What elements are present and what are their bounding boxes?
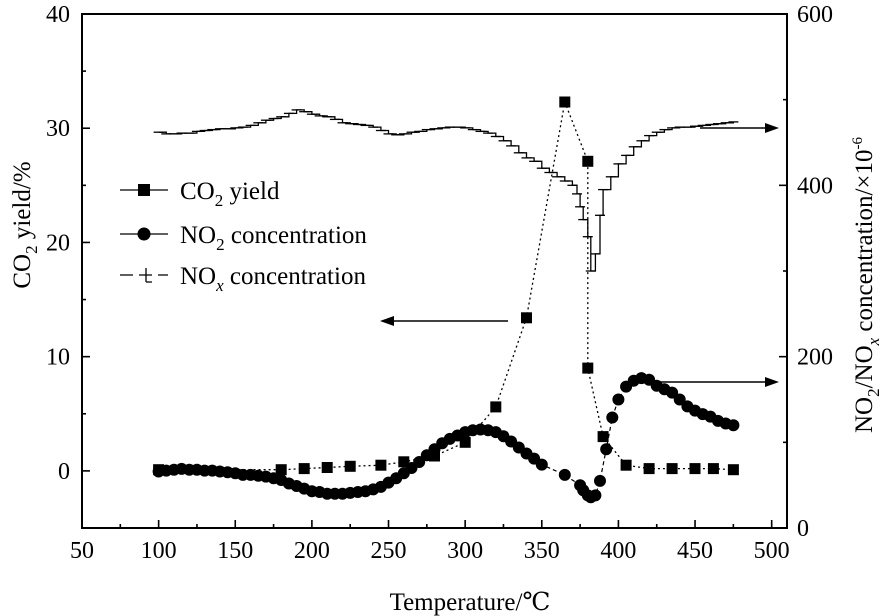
no2-concentration-point xyxy=(606,411,619,424)
y-left-tick-label: 10 xyxy=(46,345,70,371)
x-tick-label: 350 xyxy=(524,538,560,564)
no2-concentration-point xyxy=(612,393,625,406)
legend-circle-marker xyxy=(137,227,151,241)
x-axis-label: Temperature/℃ xyxy=(390,589,551,616)
co2-yield-point xyxy=(559,96,571,108)
co2-yield-point xyxy=(344,460,356,472)
co2-yield-point xyxy=(643,463,655,475)
arrow-co2-to-left-axis xyxy=(380,316,508,326)
co2-yield-point xyxy=(429,450,440,462)
x-tick-label: 500 xyxy=(754,538,790,564)
co2-yield-point xyxy=(597,431,609,443)
legend-label-no2-concentration: NO2 concentration xyxy=(180,222,367,254)
co2-yield-point xyxy=(321,462,333,473)
x-tick-label: 300 xyxy=(447,538,483,564)
no2-concentration-point xyxy=(600,443,613,456)
plot-markers xyxy=(152,96,740,504)
x-tick-label: 200 xyxy=(294,538,330,564)
legend-step-marker xyxy=(120,268,168,283)
y-right-tick-label: 600 xyxy=(797,2,833,28)
y-axis-left-label: CO2 yield/% xyxy=(9,161,41,288)
y-left-tick-label: 30 xyxy=(46,116,70,142)
arrow-nox-to-right-axis xyxy=(700,123,779,133)
arrow-no2-to-right-axis xyxy=(640,377,779,387)
no2-concentration-point xyxy=(673,393,686,406)
legend-item-no2-concentration: NO2 concentration xyxy=(120,222,367,254)
co2-yield-point xyxy=(490,401,502,413)
no2-concentration-point xyxy=(594,474,606,487)
y-left-tick-label: 40 xyxy=(46,2,70,28)
co2-yield-point xyxy=(459,436,471,448)
co2-yield-point xyxy=(521,312,532,324)
co2-yield-point xyxy=(707,463,719,475)
co2-yield-point xyxy=(582,155,594,167)
co2-yield-point xyxy=(582,362,594,374)
legend: CO2 yield NO2 concentration NOx concentr… xyxy=(120,178,367,295)
co2-yield-point xyxy=(689,463,701,475)
x-tick-label: 400 xyxy=(600,538,636,564)
co2-yield-point xyxy=(275,464,287,476)
no2-concentration-point xyxy=(727,419,740,432)
axis-arrows xyxy=(380,123,779,387)
no2-concentration-point xyxy=(589,489,602,502)
x-tick-label: 450 xyxy=(677,538,713,564)
co2-yield-point xyxy=(666,463,678,475)
legend-label-co2-yield: CO2 yield xyxy=(180,178,280,210)
x-tick-label: 150 xyxy=(217,538,253,564)
no2-concentration-point xyxy=(666,386,679,399)
legend-item-nox-concentration: NOx concentration xyxy=(120,263,366,295)
x-tick-label: 100 xyxy=(141,538,177,564)
legend-item-co2-yield: CO2 yield xyxy=(120,178,280,210)
co2-yield-point xyxy=(398,456,410,468)
x-tick-label: 50 xyxy=(70,538,94,564)
no2-concentration-point xyxy=(558,468,571,481)
y-right-tick-label: 0 xyxy=(797,516,809,542)
plot-ticks: 50 100 150 200 250 300 350 400 450 50001020304002… xyxy=(46,2,833,564)
y-axis-right-label: NO2/NOx concentration/×10-6 xyxy=(850,136,883,433)
x-tick-label: 250 xyxy=(371,538,407,564)
co2-yield-point xyxy=(727,464,739,476)
legend-square-marker xyxy=(138,184,150,196)
co2-yield-point xyxy=(375,459,387,471)
legend-label-nox-concentration: NOx concentration xyxy=(180,263,366,295)
y-right-tick-label: 200 xyxy=(797,345,833,371)
y-left-tick-label: 0 xyxy=(58,459,70,485)
y-left-tick-label: 20 xyxy=(46,230,70,256)
co2-yield-point xyxy=(620,459,632,471)
y-right-tick-label: 400 xyxy=(797,173,833,199)
co2-yield-point xyxy=(298,463,310,475)
no2-concentration-point xyxy=(535,458,548,471)
